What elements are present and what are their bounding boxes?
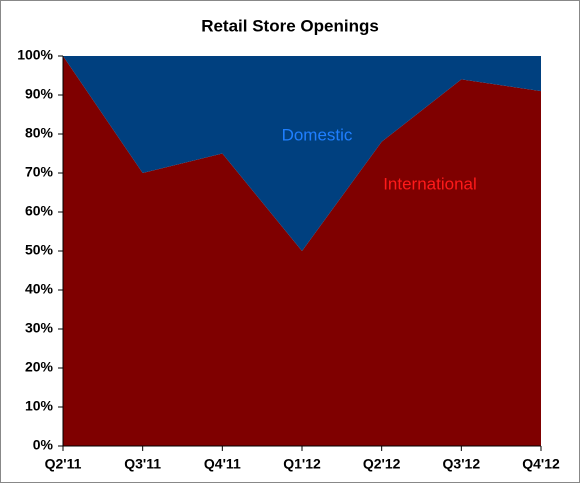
series-label: International <box>383 174 477 193</box>
x-tick-label: Q1'12 <box>283 456 321 472</box>
y-tick-label: 40% <box>25 281 54 297</box>
area <box>63 56 541 251</box>
y-tick-label: 20% <box>25 359 54 375</box>
y-tick-label: 100% <box>17 47 53 63</box>
y-tick-label: 30% <box>25 320 54 336</box>
y-tick-label: 60% <box>25 203 54 219</box>
plot-area <box>63 56 541 446</box>
y-tick-label: 50% <box>25 242 54 258</box>
x-tick-label: Q4'11 <box>204 456 241 472</box>
x-tick-label: Q4'12 <box>522 456 560 472</box>
x-tick-label: Q2'12 <box>363 456 401 472</box>
y-tick-label: 80% <box>25 125 54 141</box>
y-tick-label: 0% <box>33 437 54 453</box>
y-tick-label: 70% <box>25 164 54 180</box>
chart-title: Retail Store Openings <box>201 16 379 35</box>
y-tick-label: 10% <box>25 398 54 414</box>
x-tick-label: Q3'12 <box>443 456 481 472</box>
y-tick-label: 90% <box>25 86 54 102</box>
series-label: Domestic <box>282 125 353 144</box>
x-tick-label: Q3'11 <box>124 456 161 472</box>
x-tick-label: Q2'11 <box>45 456 82 472</box>
